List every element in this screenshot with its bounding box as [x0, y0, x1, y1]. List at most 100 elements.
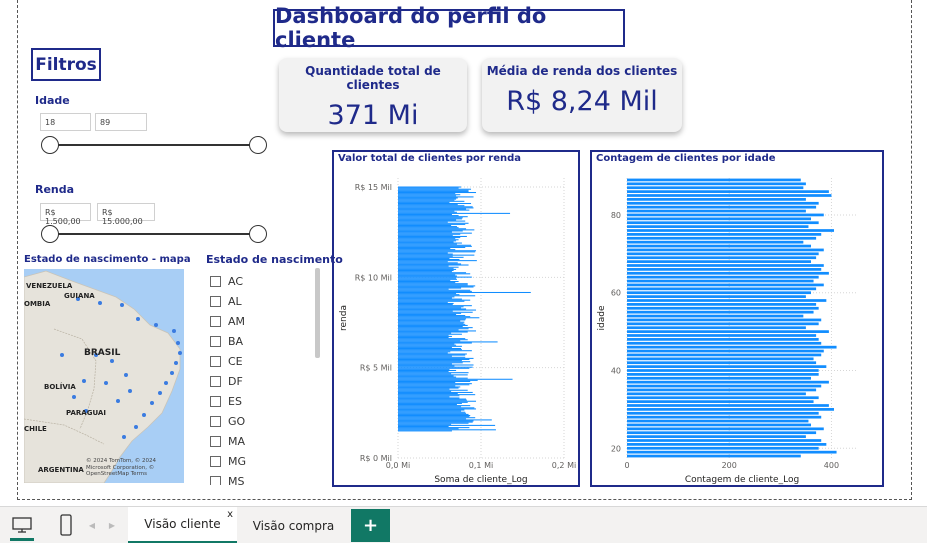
map-marker[interactable] [110, 359, 114, 363]
map-marker[interactable] [120, 303, 124, 307]
tab-visao-compra[interactable]: Visão compra [240, 507, 347, 543]
bar [398, 349, 462, 351]
total-clients-card[interactable]: Quantidade total de clientes 371 Mi [279, 58, 467, 132]
bar [398, 417, 476, 419]
bar [398, 404, 457, 406]
map-marker[interactable] [172, 329, 176, 333]
state-slicer-item-mg[interactable]: MG [210, 451, 315, 471]
state-slicer-item-al[interactable]: AL [210, 291, 315, 311]
bar [398, 272, 467, 274]
checkbox[interactable] [210, 375, 221, 387]
map-marker[interactable] [60, 353, 64, 357]
bar [398, 240, 457, 242]
map-marker[interactable] [82, 379, 86, 383]
bar [398, 294, 460, 296]
tab-visao-cliente-label: Visão cliente [144, 517, 221, 531]
avg-income-card[interactable]: Média de renda dos clientes R$ 8,24 Mil [482, 58, 682, 132]
checkbox[interactable] [210, 455, 221, 467]
bar [398, 223, 466, 225]
next-icon[interactable]: ▶ [108, 520, 116, 530]
state-slicer-item-ms[interactable]: MS [210, 471, 315, 485]
map-marker[interactable] [154, 323, 158, 327]
close-icon[interactable]: x [227, 509, 233, 520]
checkbox[interactable] [210, 395, 221, 407]
bar [398, 329, 459, 331]
map-marker[interactable] [104, 381, 108, 385]
age-min-input[interactable]: 18 [40, 113, 91, 131]
income-slider-track[interactable] [51, 233, 258, 235]
birth-state-map[interactable]: VENEZUELA GUIANA OMBIA BRASIL BOLÍVIA PA… [24, 269, 184, 483]
tab-visao-cliente[interactable]: Visão cliente x [128, 507, 237, 543]
prev-icon[interactable]: ◀ [88, 520, 96, 530]
income-min-input[interactable]: R$ 1.500,00 [40, 203, 91, 226]
bar [627, 287, 817, 291]
map-marker[interactable] [134, 425, 138, 429]
income-slider-min-handle[interactable] [41, 225, 59, 243]
state-slicer-item-ce[interactable]: CE [210, 351, 315, 371]
state-slicer-item-label: BA [228, 334, 244, 348]
state-slicer-item-ba[interactable]: BA [210, 331, 315, 351]
state-slicer-item-am[interactable]: AM [210, 311, 315, 331]
map-marker[interactable] [158, 391, 162, 395]
map-label-argentina: ARGENTINA [38, 466, 84, 474]
map-marker[interactable] [136, 317, 140, 321]
add-page-button[interactable]: + [351, 509, 390, 542]
checkbox[interactable] [210, 415, 221, 427]
map-marker[interactable] [116, 399, 120, 403]
income-chart[interactable]: Valor total de clientes por renda 0,0 Mi… [332, 150, 580, 487]
map-marker[interactable] [76, 297, 80, 301]
age-chart[interactable]: Contagem de clientes por idade 0 200 400 20… [590, 150, 884, 487]
state-slicer-item-es[interactable]: ES [210, 391, 315, 411]
map-marker[interactable] [94, 353, 98, 357]
age-slider-max-handle[interactable] [249, 136, 267, 154]
bar [627, 427, 824, 431]
state-slicer-scrollbar[interactable] [315, 268, 320, 358]
map-marker[interactable] [122, 435, 126, 439]
map-marker[interactable] [98, 301, 102, 305]
state-slicer-item-ma[interactable]: MA [210, 431, 315, 451]
state-slicer-item-go[interactable]: GO [210, 411, 315, 431]
age-slider-min-handle[interactable] [41, 136, 59, 154]
bar [627, 225, 809, 228]
bar [627, 256, 817, 260]
bar [398, 341, 498, 343]
bar [627, 408, 834, 411]
bar [398, 332, 452, 334]
age-slider-track[interactable] [51, 144, 258, 146]
map-marker[interactable] [170, 371, 174, 375]
map-title: Estado de nascimento - mapa [24, 254, 191, 265]
bar [627, 404, 829, 407]
map-marker[interactable] [84, 409, 88, 413]
bar [398, 246, 466, 248]
checkbox[interactable] [210, 275, 221, 287]
map-marker[interactable] [72, 395, 76, 399]
bar [398, 199, 455, 201]
map-marker[interactable] [128, 389, 132, 393]
map-marker[interactable] [174, 361, 178, 365]
report-canvas [17, 0, 912, 500]
state-slicer-item-ac[interactable]: AC [210, 271, 315, 291]
state-slicer-item-df[interactable]: DF [210, 371, 315, 391]
checkbox[interactable] [210, 355, 221, 367]
phone-icon[interactable] [54, 513, 78, 537]
bar [398, 371, 449, 373]
map-marker[interactable] [176, 341, 180, 345]
checkbox[interactable] [210, 435, 221, 447]
income-slider-max-handle[interactable] [249, 225, 267, 243]
checkbox[interactable] [210, 295, 221, 307]
desktop-icon[interactable] [10, 513, 34, 537]
bar [398, 405, 471, 407]
bar [398, 407, 475, 409]
map-marker[interactable] [164, 381, 168, 385]
bar [398, 413, 469, 415]
map-marker[interactable] [124, 373, 128, 377]
age-max-input[interactable]: 89 [95, 113, 147, 131]
checkbox[interactable] [210, 315, 221, 327]
map-attribution: © 2024 TomTom, © 2024 Microsoft Corporat… [86, 458, 157, 477]
map-marker[interactable] [150, 401, 154, 405]
map-marker[interactable] [178, 351, 182, 355]
income-max-input[interactable]: R$ 15.000,00 [97, 203, 155, 226]
checkbox[interactable] [210, 335, 221, 347]
checkbox[interactable] [210, 475, 221, 485]
map-marker[interactable] [142, 413, 146, 417]
